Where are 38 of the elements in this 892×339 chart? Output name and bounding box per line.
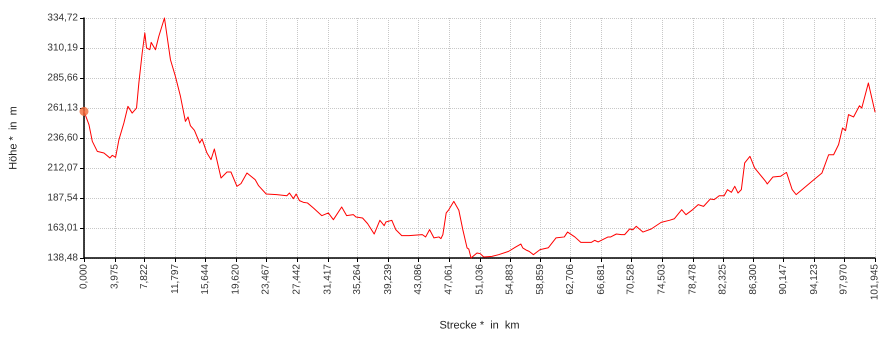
x-tick-label: 62,706 bbox=[565, 264, 576, 295]
x-tick-label: 0,000 bbox=[78, 264, 90, 290]
x-tick-label: 58,859 bbox=[535, 264, 546, 295]
y-tick-label: 138,48 bbox=[47, 252, 78, 264]
x-tick-label: 3,975 bbox=[109, 264, 120, 290]
x-tick-label: 51,036 bbox=[474, 264, 486, 295]
x-tick-label: 74,503 bbox=[656, 264, 668, 295]
x-axis-title: Strecke * in km bbox=[439, 320, 520, 332]
x-tick-label: 54,883 bbox=[504, 264, 516, 295]
x-tick-label: 94,123 bbox=[808, 264, 820, 295]
x-tick-label: 27,442 bbox=[291, 264, 302, 295]
x-tick-label: 39,239 bbox=[382, 264, 394, 295]
y-tick-label: 187,54 bbox=[47, 192, 78, 204]
x-tick-label: 19,620 bbox=[230, 264, 242, 295]
x-tick-label: 78,478 bbox=[687, 264, 698, 295]
y-tick-label: 212,07 bbox=[47, 162, 78, 174]
x-tick-label: 11,797 bbox=[170, 264, 182, 294]
y-tick-label: 285,66 bbox=[47, 72, 78, 84]
x-tick-label: 66,681 bbox=[596, 264, 607, 295]
x-tick-label: 86,300 bbox=[748, 264, 760, 295]
y-tick-label: 163,01 bbox=[47, 222, 78, 234]
x-tick-label: 97,970 bbox=[838, 264, 850, 295]
x-tick-label: 82,325 bbox=[717, 264, 728, 295]
x-tick-label: 43,086 bbox=[412, 264, 424, 295]
x-tick-label: 47,061 bbox=[444, 264, 455, 295]
x-tick-label: 90,147 bbox=[778, 264, 789, 295]
x-tick-label: 15,644 bbox=[200, 264, 211, 295]
x-tick-label: 70,528 bbox=[626, 264, 637, 295]
y-tick-label: 310,19 bbox=[47, 42, 78, 54]
x-tick-label: 7,822 bbox=[139, 264, 150, 290]
x-tick-label: 31,417 bbox=[322, 264, 334, 295]
y-tick-label: 334,72 bbox=[47, 12, 78, 24]
x-tick-label: 23,467 bbox=[260, 264, 272, 295]
y-tick-label: 261,13 bbox=[47, 102, 78, 114]
y-tick-label: 236,60 bbox=[47, 132, 78, 144]
x-tick-label: 101,945 bbox=[870, 264, 880, 300]
y-axis-title: Höhe * in m bbox=[8, 106, 20, 170]
x-tick-label: 35,264 bbox=[352, 264, 364, 295]
